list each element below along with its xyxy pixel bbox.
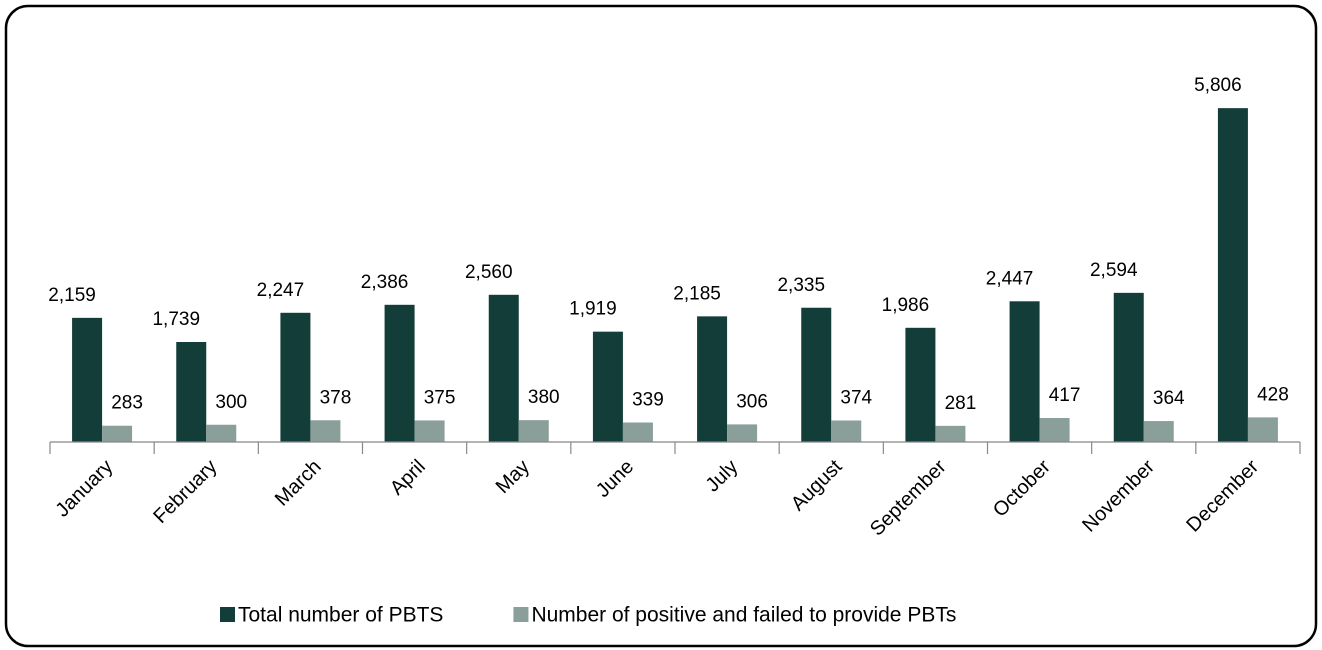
bar [1009, 301, 1040, 442]
data-label: 1,919 [569, 299, 617, 320]
bar [310, 420, 341, 442]
data-label: 2,447 [986, 268, 1034, 289]
bar [384, 304, 415, 442]
bar [1039, 418, 1070, 442]
data-label: 364 [1153, 388, 1185, 409]
data-label: 300 [215, 392, 247, 413]
chart-frame [4, 4, 1318, 648]
data-label: 1,739 [152, 309, 200, 330]
bar [414, 420, 445, 442]
bar [72, 317, 103, 442]
data-label: 2,247 [257, 280, 305, 301]
data-label: 339 [632, 390, 664, 411]
data-label: 380 [528, 387, 560, 408]
data-label: 283 [111, 393, 143, 414]
legend-label: Total number of PBTS [238, 604, 443, 627]
data-label: 2,386 [361, 272, 409, 293]
bar [727, 424, 758, 442]
data-label: 2,159 [48, 285, 96, 306]
bar [592, 331, 623, 442]
bar [280, 312, 311, 442]
bar [1217, 108, 1248, 442]
legend-swatch [220, 607, 235, 622]
data-label: 2,185 [673, 283, 721, 304]
legend-swatch [513, 607, 529, 622]
bar [831, 420, 862, 442]
data-label: 417 [1049, 385, 1081, 406]
bar [622, 422, 653, 442]
bar [697, 316, 728, 442]
bar [176, 342, 207, 442]
data-label: 2,594 [1090, 260, 1138, 281]
bar [935, 425, 966, 442]
data-label: 375 [424, 387, 456, 408]
bar [488, 294, 519, 442]
data-label: 281 [945, 393, 977, 414]
bar [206, 424, 237, 442]
data-label: 5,806 [1194, 75, 1242, 96]
bar [801, 307, 832, 442]
legend-label: Number of positive and failed to provide… [531, 604, 956, 627]
data-label: 428 [1257, 384, 1289, 405]
data-label: 306 [736, 391, 768, 412]
bar [905, 327, 936, 442]
bar [1113, 292, 1144, 442]
data-label: 374 [840, 388, 872, 409]
bar [1247, 417, 1278, 442]
bar [1143, 421, 1174, 442]
bar [518, 420, 549, 442]
bar [102, 425, 133, 442]
data-label: 378 [320, 387, 352, 408]
data-label: 2,335 [777, 275, 825, 296]
data-label: 2,560 [465, 262, 513, 283]
data-label: 1,986 [882, 295, 930, 316]
